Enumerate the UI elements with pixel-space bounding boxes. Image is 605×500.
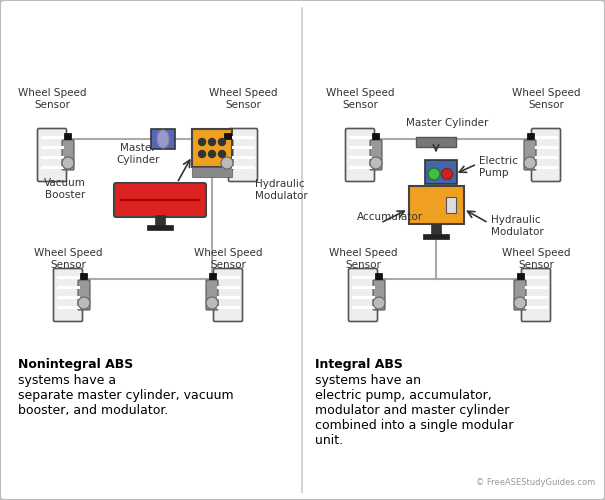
FancyBboxPatch shape [78, 280, 90, 310]
FancyBboxPatch shape [514, 280, 526, 310]
Text: systems have an
electric pump, accumulator,
modulator and master cylinder
combin: systems have an electric pump, accumulat… [315, 374, 514, 447]
FancyBboxPatch shape [522, 268, 551, 322]
Circle shape [514, 297, 526, 309]
Text: Hydraulic
Modulator: Hydraulic Modulator [491, 215, 543, 236]
Text: Wheel Speed
Sensor: Wheel Speed Sensor [512, 88, 580, 110]
Text: Integral ABS: Integral ABS [315, 358, 403, 371]
FancyBboxPatch shape [206, 280, 218, 310]
Bar [517, 273, 524, 279]
Text: Electric
Pump: Electric Pump [479, 156, 518, 178]
Bar [423, 234, 449, 239]
Text: Master Cylinder: Master Cylinder [406, 118, 488, 128]
FancyBboxPatch shape [229, 128, 258, 182]
Text: Wheel Speed
Sensor: Wheel Speed Sensor [325, 88, 394, 110]
FancyBboxPatch shape [221, 140, 233, 170]
Circle shape [221, 157, 233, 169]
Circle shape [218, 150, 226, 158]
Text: systems have a
separate master cylinder, vacuum
booster, and modulator.: systems have a separate master cylinder,… [18, 374, 234, 417]
Ellipse shape [157, 130, 169, 148]
FancyBboxPatch shape [62, 140, 74, 170]
Bar [192, 167, 232, 177]
Circle shape [209, 138, 215, 145]
Bar [375, 273, 382, 279]
Bar [431, 224, 441, 234]
Bar [416, 137, 456, 147]
Bar [155, 215, 165, 225]
Text: Wheel Speed
Sensor: Wheel Speed Sensor [194, 248, 262, 270]
Bar [64, 133, 71, 139]
Circle shape [198, 150, 206, 158]
FancyBboxPatch shape [348, 268, 378, 322]
Text: Wheel Speed
Sensor: Wheel Speed Sensor [502, 248, 571, 270]
Bar [151, 129, 175, 149]
Bar [209, 273, 216, 279]
Text: Nonintegral ABS: Nonintegral ABS [18, 358, 133, 371]
FancyBboxPatch shape [524, 140, 536, 170]
Circle shape [370, 157, 382, 169]
FancyBboxPatch shape [373, 280, 385, 310]
Circle shape [78, 297, 90, 309]
Circle shape [524, 157, 536, 169]
FancyBboxPatch shape [345, 128, 374, 182]
Bar [527, 133, 534, 139]
Text: Accumulator: Accumulator [356, 212, 423, 222]
Bar [147, 225, 173, 230]
Text: Master
Cylinder: Master Cylinder [116, 143, 160, 165]
Circle shape [198, 138, 206, 145]
Circle shape [209, 150, 215, 158]
Bar [372, 133, 379, 139]
FancyBboxPatch shape [408, 186, 463, 224]
FancyBboxPatch shape [38, 128, 67, 182]
Bar [446, 197, 456, 213]
Circle shape [428, 168, 440, 180]
Text: Wheel Speed
Sensor: Wheel Speed Sensor [18, 88, 87, 110]
Text: Wheel Speed
Sensor: Wheel Speed Sensor [329, 248, 397, 270]
Text: Vacuum
Booster: Vacuum Booster [44, 178, 86, 200]
Circle shape [62, 157, 74, 169]
FancyBboxPatch shape [214, 268, 243, 322]
FancyBboxPatch shape [53, 268, 82, 322]
Text: Wheel Speed
Sensor: Wheel Speed Sensor [209, 88, 277, 110]
Bar [80, 273, 87, 279]
FancyBboxPatch shape [425, 160, 457, 184]
Circle shape [218, 138, 226, 145]
Text: Wheel Speed
Sensor: Wheel Speed Sensor [34, 248, 102, 270]
Circle shape [206, 297, 218, 309]
Bar [224, 133, 231, 139]
FancyBboxPatch shape [370, 140, 382, 170]
FancyBboxPatch shape [114, 183, 206, 217]
Text: © FreeASEStudyGuides.com: © FreeASEStudyGuides.com [476, 478, 595, 487]
FancyBboxPatch shape [192, 129, 232, 167]
Circle shape [373, 297, 385, 309]
Circle shape [442, 168, 453, 179]
FancyBboxPatch shape [532, 128, 560, 182]
Text: Hydraulic
Modulator: Hydraulic Modulator [255, 179, 308, 201]
